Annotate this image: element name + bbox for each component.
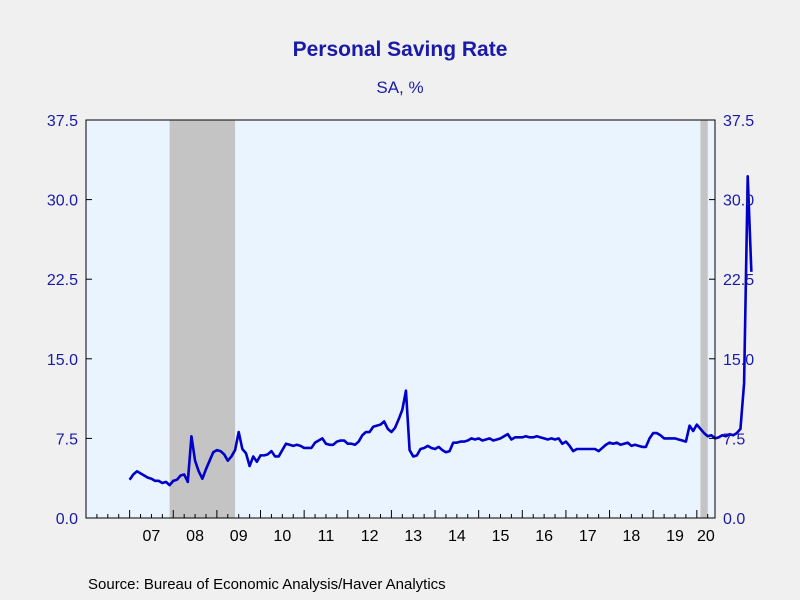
chart-title: Personal Saving Rate [292,38,508,61]
series-layer [128,174,753,487]
x-tick-label: 14 [448,528,466,545]
y-tick-label-left: 37.5 [47,113,78,130]
recession-band-2 [700,120,708,518]
chart-subtitle: SA, % [376,78,424,97]
y-tick-label-right: 37.5 [723,113,754,130]
x-tick-label: 16 [535,528,553,545]
plot-frame [85,119,716,519]
x-tick-label: 15 [492,528,510,545]
x-tick-label: 08 [186,528,204,545]
x-tick-label: 17 [579,528,597,545]
y-tick-label-left: 7.5 [56,431,78,448]
recession-band-1 [169,120,236,518]
x-tick-label: 19 [666,528,684,545]
recession-shading [169,120,708,518]
x-tick-label: 10 [273,528,291,545]
x-tick-label: 18 [622,528,640,545]
y-tick-label-left: 22.5 [47,272,78,289]
x-tick-label: 12 [361,528,379,545]
x-tick-label: 20 [697,528,715,545]
x-tick-label: 09 [230,528,248,545]
y-tick-label-right: 30.0 [723,193,754,210]
axis-labels: 0.0 0.0 7.5 7.5 15.0 15.0 22.5 22.5 30.0 30.0 37.5… [47,113,754,545]
x-tick-label: 11 [318,528,335,545]
y-tick-label-right: 7.5 [723,431,745,448]
y-tick-label-left: 30.0 [47,193,78,210]
x-tick-label: 13 [404,528,422,545]
x-tick-label: 07 [143,528,161,545]
y-tick-label-right: 22.5 [723,272,754,289]
y-tick-label-left: 15.0 [47,352,78,369]
series-line-1 [128,174,753,487]
tick-layer [85,119,715,519]
y-tick-label-right: 15.0 [723,352,754,369]
source-note: Source: Bureau of Economic Analysis/Have… [88,576,446,593]
y-tick-label-right: 0.0 [723,511,745,528]
y-tick-label-left: 0.0 [56,511,78,528]
